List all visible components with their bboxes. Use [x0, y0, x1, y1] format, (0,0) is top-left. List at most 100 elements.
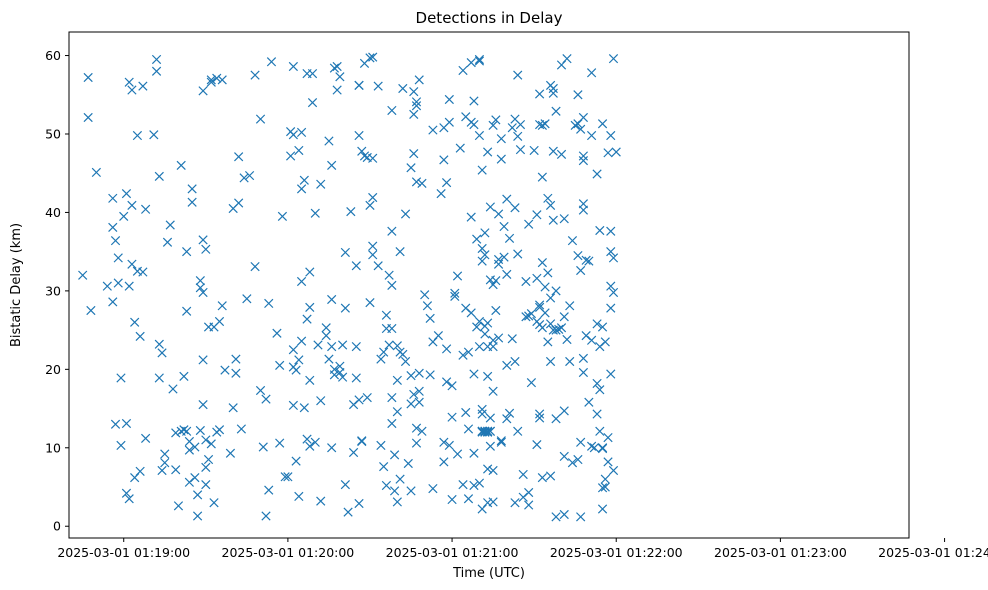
data-point — [368, 192, 378, 203]
data-point — [518, 469, 528, 480]
data-point — [108, 297, 118, 307]
data-point — [578, 112, 589, 123]
data-point — [83, 72, 93, 83]
data-point — [368, 241, 378, 251]
data-point — [493, 209, 504, 219]
data-point — [387, 226, 397, 236]
data-point — [548, 88, 558, 98]
data-point — [493, 254, 504, 265]
data-markers — [78, 52, 621, 522]
data-point — [545, 356, 556, 367]
data-point — [86, 305, 96, 316]
data-point — [570, 120, 580, 130]
data-point — [294, 145, 304, 156]
data-point — [425, 313, 435, 323]
data-point — [595, 225, 605, 236]
data-point — [373, 81, 383, 91]
data-point — [411, 438, 422, 448]
data-point — [310, 208, 320, 218]
data-point — [436, 188, 446, 199]
data-point — [203, 454, 214, 465]
data-point — [296, 276, 307, 287]
data-point — [258, 442, 268, 452]
data-point — [354, 395, 364, 405]
data-point — [124, 281, 134, 291]
data-point — [450, 288, 460, 298]
data-point — [597, 504, 608, 514]
y-tick-label: 60 — [45, 48, 61, 63]
y-axis-ticks: 0 10 20 30 40 50 60 — [45, 48, 69, 534]
data-point — [340, 303, 350, 313]
data-point — [469, 448, 479, 458]
data-point — [562, 334, 572, 345]
data-point — [496, 436, 506, 446]
data-point — [201, 244, 211, 254]
data-point — [450, 291, 460, 301]
data-point — [83, 112, 93, 123]
data-point — [420, 290, 430, 300]
data-point — [346, 207, 356, 217]
data-point — [603, 457, 613, 467]
data-point — [110, 236, 121, 246]
data-point — [234, 152, 244, 162]
data-point — [236, 424, 247, 434]
data-point — [324, 354, 334, 364]
data-point — [452, 271, 463, 281]
data-point — [592, 169, 602, 179]
data-point — [414, 75, 424, 85]
data-point — [403, 458, 413, 469]
data-point — [502, 194, 512, 204]
data-point — [357, 436, 367, 446]
data-point — [327, 294, 337, 305]
data-point — [291, 456, 301, 466]
data-point — [551, 106, 561, 116]
data-point — [606, 369, 616, 379]
data-point — [534, 413, 545, 423]
data-point — [444, 94, 454, 105]
data-point — [354, 498, 364, 509]
data-point — [187, 197, 197, 207]
data-point — [411, 97, 422, 107]
data-point — [477, 243, 487, 254]
data-point — [496, 437, 506, 447]
data-point — [160, 458, 170, 468]
data-point — [187, 184, 197, 194]
data-point — [586, 335, 597, 345]
data-point — [576, 124, 586, 134]
data-point — [151, 66, 162, 76]
data-point — [130, 317, 140, 327]
data-point — [483, 318, 493, 328]
data-point — [474, 478, 485, 488]
data-point — [584, 256, 594, 266]
data-point — [573, 90, 583, 100]
data-point — [537, 323, 547, 333]
data-point — [578, 353, 589, 363]
data-point — [603, 148, 613, 158]
data-point — [441, 377, 452, 387]
data-point — [160, 449, 170, 459]
data-point — [488, 279, 498, 290]
data-point — [502, 414, 512, 424]
data-point — [466, 308, 476, 318]
data-point — [277, 211, 288, 221]
data-point — [190, 472, 200, 483]
data-point — [606, 130, 616, 141]
data-point — [543, 337, 553, 347]
data-point — [597, 443, 608, 454]
data-point — [600, 482, 610, 492]
data-point — [477, 404, 487, 414]
y-tick-label: 50 — [45, 126, 61, 141]
data-point — [488, 120, 498, 130]
data-point — [540, 282, 550, 292]
data-point — [286, 151, 296, 161]
data-point — [474, 56, 485, 66]
data-point — [510, 498, 520, 508]
data-point — [469, 369, 479, 379]
data-point — [354, 80, 364, 90]
data-point — [603, 432, 613, 443]
data-point — [513, 426, 523, 436]
data-point — [327, 341, 337, 352]
data-point — [411, 177, 422, 187]
data-point — [387, 323, 397, 334]
